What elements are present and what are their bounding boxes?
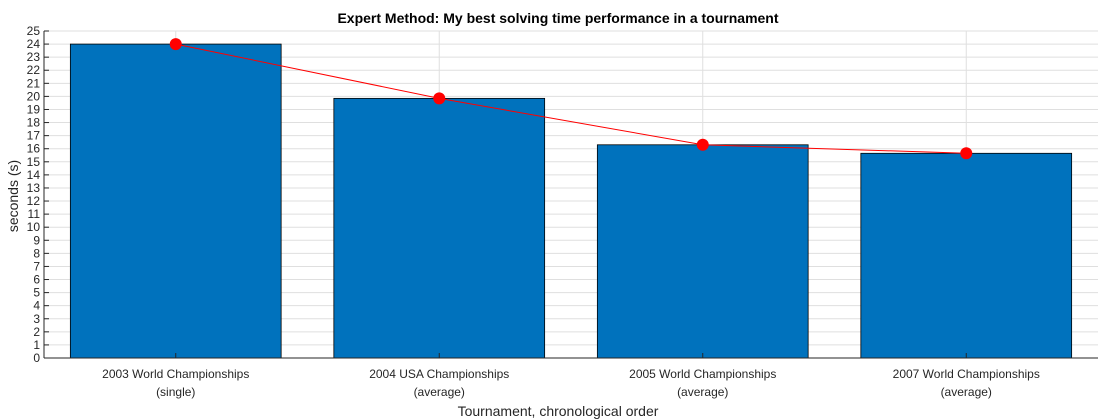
bar-4	[860, 152, 1073, 359]
y-tick-label: 11	[28, 207, 41, 221]
data-point-2	[433, 92, 446, 105]
y-tick-label: 20	[27, 89, 41, 103]
x-tick-label: 2005 World Championships (average)	[629, 367, 776, 399]
y-tick-label: 8	[33, 246, 40, 260]
y-tick-label: 3	[33, 312, 40, 326]
y-tick-label: 5	[33, 286, 40, 300]
x-tick-label-line: (average)	[414, 385, 465, 399]
chart-title: Expert Method: My best solving time perf…	[337, 10, 778, 26]
y-tick-label: 16	[27, 142, 41, 156]
markers	[169, 38, 973, 160]
y-tick-label: 2	[33, 325, 40, 339]
x-tick-label-line: 2003 World Championships	[102, 367, 249, 381]
bar-1	[69, 43, 282, 359]
y-tick-label: 19	[27, 102, 41, 116]
x-axis-label: Tournament, chronological order	[458, 403, 659, 419]
trend-line-path	[175, 43, 967, 154]
x-tick-label-line: (single)	[156, 385, 195, 399]
y-axis-label: seconds (s)	[5, 160, 21, 232]
axes	[43, 30, 1098, 359]
data-point-1	[169, 38, 182, 51]
y-tick-label: 15	[27, 155, 41, 169]
y-tick-label: 12	[27, 194, 41, 208]
data-point-3	[696, 138, 709, 151]
y-tick-label: 0	[33, 351, 40, 365]
y-tick-label: 4	[33, 299, 40, 313]
y-tick-label: 6	[33, 273, 40, 287]
y-tick-label: 17	[27, 129, 41, 143]
data-point-4	[960, 147, 973, 160]
y-tick-label: 14	[27, 168, 41, 182]
y-tick-label: 21	[27, 76, 41, 90]
x-tick-label: 2007 World Championships (average)	[893, 367, 1040, 399]
x-tick-label-line: 2007 World Championships	[893, 367, 1040, 381]
y-tick-label: 23	[27, 50, 41, 64]
y-tick-label: 13	[27, 181, 41, 195]
y-tick-label: 7	[33, 259, 40, 273]
x-tick-labels: 2003 World Championships (single) 2004 USA…	[102, 367, 1040, 399]
y-tick-label: 10	[27, 220, 41, 234]
y-tick-label: 22	[27, 63, 41, 77]
y-tick-label: 18	[27, 116, 41, 130]
x-tick-label-line: (average)	[677, 385, 728, 399]
x-tick-label: 2004 USA Championships (average)	[369, 367, 509, 399]
y-tick-label: 25	[27, 24, 41, 38]
x-tick-label-line: (average)	[941, 385, 992, 399]
bar-3	[596, 144, 809, 359]
y-tick-labels: 0123456789101112131415161718192021222324…	[27, 24, 41, 365]
x-tick-label: 2003 World Championships (single)	[102, 367, 249, 399]
x-tick-label-line: 2004 USA Championships	[369, 367, 509, 381]
y-tick-label: 24	[27, 37, 41, 51]
bars	[69, 43, 1073, 359]
y-tick-label: 9	[33, 233, 40, 247]
x-tick-label-line: 2005 World Championships	[629, 367, 776, 381]
trend-line	[175, 43, 967, 154]
bar-2	[333, 97, 546, 359]
y-tick-label: 1	[33, 338, 40, 352]
